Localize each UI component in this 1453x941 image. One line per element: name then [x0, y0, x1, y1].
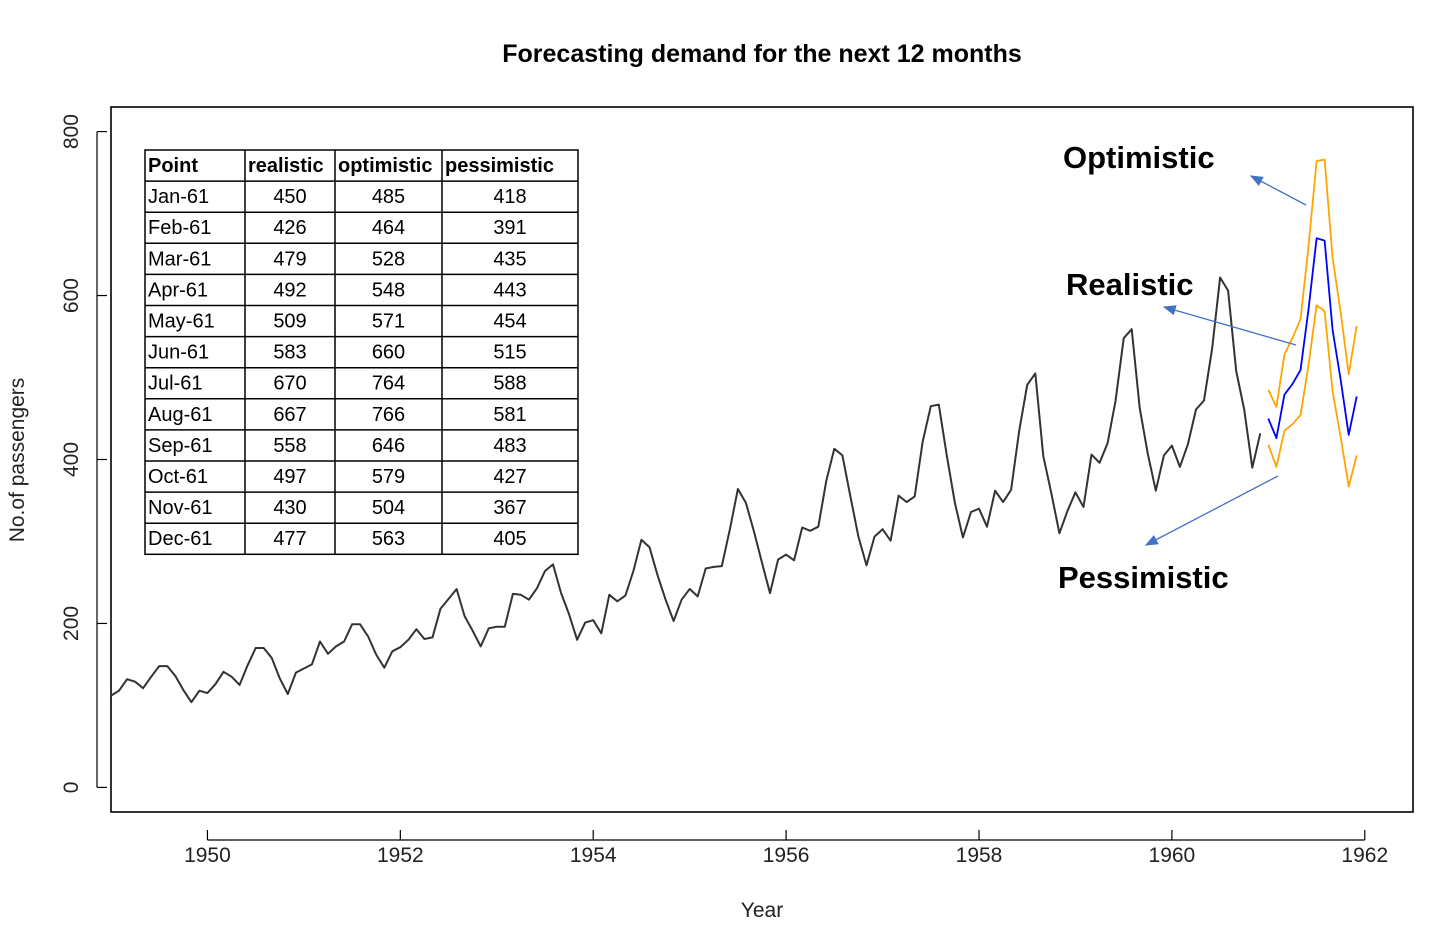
annotation-optimistic-label: Optimistic	[1063, 140, 1215, 175]
series-line-optimistic	[1267, 158, 1358, 408]
table-cell: Jul-61	[148, 373, 202, 395]
table-cell: 483	[493, 435, 526, 457]
table-cell: 588	[493, 373, 526, 395]
x-tick-label: 1950	[184, 844, 231, 867]
series-line-history	[110, 276, 1262, 704]
table-cell: 670	[273, 373, 306, 395]
table-cell: 515	[493, 342, 526, 364]
table-cell: 464	[372, 217, 405, 239]
table-cell: Dec-61	[148, 528, 212, 550]
series-line-pessimistic	[1267, 304, 1358, 488]
y-axis-label: No.of passengers	[6, 378, 29, 543]
table-cell: 479	[273, 248, 306, 270]
y-axis: 0 200 400 600 800	[60, 114, 107, 793]
table-cell: 558	[273, 435, 306, 457]
table-cell: 430	[273, 497, 306, 519]
table-header-cell: Point	[148, 155, 198, 177]
forecast-table: Point realistic optimistic pessimistic Jan-6…	[144, 149, 579, 556]
table-cell: Nov-61	[148, 497, 212, 519]
table-cell: 477	[273, 528, 306, 550]
table-cell: 492	[273, 279, 306, 301]
table-cell: Jan-61	[148, 186, 209, 208]
table-cell: 485	[372, 186, 405, 208]
arrow-realistic	[1162, 305, 1297, 346]
x-tick-label: 1956	[763, 844, 810, 867]
series-line-realistic	[1267, 237, 1358, 440]
table-cell: 405	[493, 528, 526, 550]
y-tick-label: 0	[60, 782, 83, 794]
arrow-pessimistic	[1144, 475, 1279, 546]
table-cell: 497	[273, 466, 306, 488]
x-tick-label: 1954	[570, 844, 617, 867]
table-cell: 581	[493, 404, 526, 426]
x-tick-label: 1960	[1149, 844, 1196, 867]
table-cell: 418	[493, 186, 526, 208]
table-header-cell: optimistic	[338, 155, 432, 177]
x-tick-label: 1952	[377, 844, 424, 867]
x-axis-label: Year	[741, 899, 783, 922]
chart-title: Forecasting demand for the next 12 month…	[502, 40, 1022, 68]
y-tick-label: 800	[60, 114, 83, 149]
table-cell: 450	[273, 186, 306, 208]
annotation-optimistic: Optimistic	[1063, 140, 1307, 206]
table-cell: 583	[273, 342, 306, 364]
table-cell: 660	[372, 342, 405, 364]
x-axis: 1950 1952 1954 1956 1958 1960 1962	[184, 830, 1388, 867]
table-cell: 764	[372, 373, 405, 395]
table-cell: 579	[372, 466, 405, 488]
table-cell: May-61	[148, 311, 215, 333]
y-tick-label: 400	[60, 442, 83, 477]
x-tick-label: 1958	[956, 844, 1003, 867]
y-tick-label: 200	[60, 606, 83, 641]
table-cell: 367	[493, 497, 526, 519]
table-cell: 646	[372, 435, 405, 457]
table-border	[144, 149, 579, 556]
table-cell: 766	[372, 404, 405, 426]
series-layer	[110, 158, 1358, 704]
table-cell: 571	[372, 311, 405, 333]
table-cell: 548	[372, 279, 405, 301]
x-tick-label: 1962	[1341, 844, 1388, 867]
table-cell: 427	[493, 466, 526, 488]
annotation-realistic: Realistic	[1066, 267, 1297, 346]
y-tick-label: 600	[60, 278, 83, 313]
table-cell: 504	[372, 497, 405, 519]
table-cell: Aug-61	[148, 404, 213, 426]
table-cell: Mar-61	[148, 248, 211, 270]
table-cell: 667	[273, 404, 306, 426]
table-cell: 443	[493, 279, 526, 301]
table-cell: Apr-61	[148, 279, 208, 301]
annotation-pessimistic-label: Pessimistic	[1058, 560, 1229, 595]
table-cell: 391	[493, 217, 526, 239]
table-cell: 509	[273, 311, 306, 333]
table-header-cell: pessimistic	[445, 155, 554, 177]
table-cell: 426	[273, 217, 306, 239]
annotation-pessimistic: Pessimistic	[1058, 475, 1279, 595]
table-cell: Feb-61	[148, 217, 211, 239]
table-cell: Oct-61	[148, 466, 208, 488]
table-cell: 563	[372, 528, 405, 550]
arrow-optimistic	[1249, 175, 1307, 206]
table-cell: 528	[372, 248, 405, 270]
table-cell: 435	[493, 248, 526, 270]
plot-frame	[110, 106, 1414, 813]
table-cell: Jun-61	[148, 342, 209, 364]
table-header-cell: realistic	[248, 155, 324, 177]
annotation-realistic-label: Realistic	[1066, 267, 1194, 302]
table-cell: 454	[493, 311, 526, 333]
table-cell: Sep-61	[148, 435, 213, 457]
